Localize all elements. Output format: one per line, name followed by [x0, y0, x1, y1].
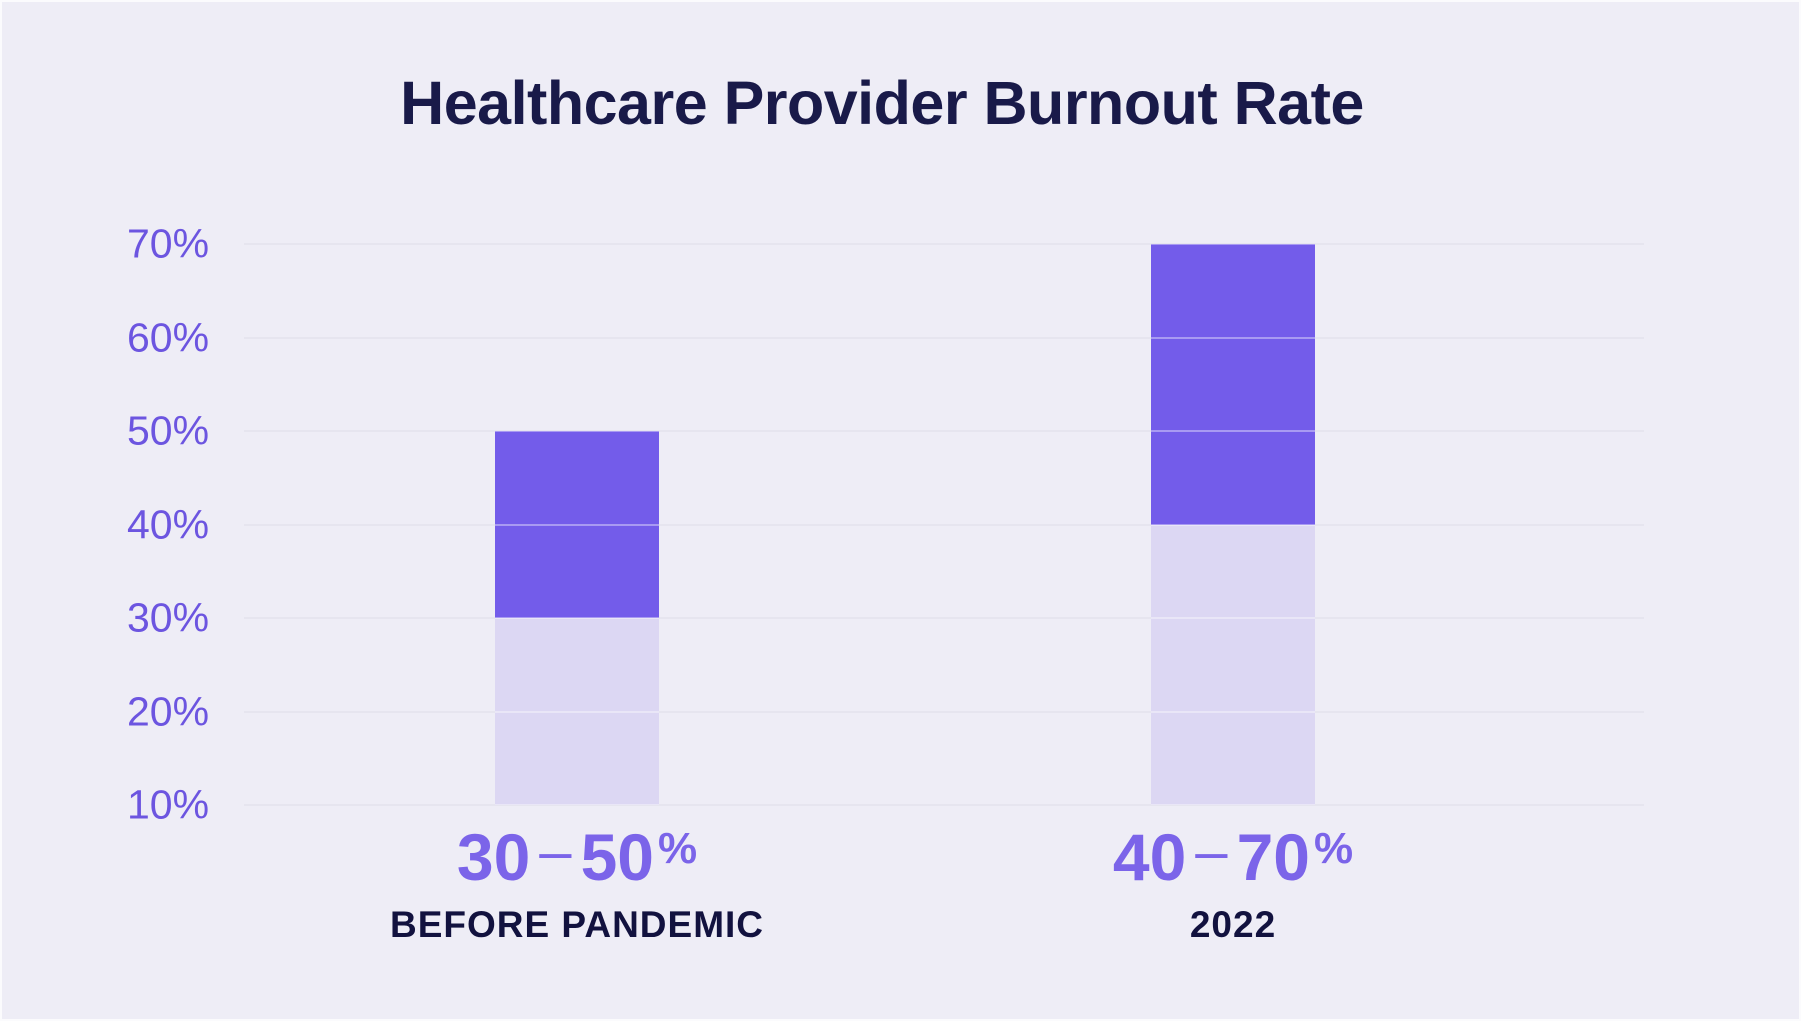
category-label: 2022 [1189, 904, 1277, 945]
gridlines-under-layer [244, 243, 1644, 806]
gridline-20 [244, 710, 1644, 713]
bar-before-pandemic [495, 244, 659, 805]
gridline-50 [244, 430, 1644, 432]
category-label: BEFORE PANDEMIC [389, 904, 765, 945]
plot-area [244, 243, 1644, 806]
bar-range-segment [495, 431, 659, 618]
gridline-50 [244, 430, 1644, 432]
gridline-70 [244, 243, 1644, 245]
y-axis-tick-70: 70% [127, 220, 210, 267]
gridlines-over-layer [244, 243, 1644, 806]
gridline-60 [244, 336, 1644, 339]
gridline-10 [244, 804, 1644, 806]
range-separator: – [1195, 819, 1228, 884]
chart-title: Healthcare Provider Burnout Rate [400, 69, 1364, 137]
y-axis-tick-60: 60% [127, 314, 210, 360]
percent-sign: % [1313, 824, 1354, 873]
range-from: 30 [456, 820, 531, 894]
range-to: 50 [580, 820, 654, 894]
gridline-30 [244, 617, 1644, 619]
label-2022: 40 – 70 % 2022 [1112, 819, 1354, 947]
range-to: 70 [1236, 820, 1310, 894]
y-axis-tick-30: 30% [127, 594, 210, 641]
range-from: 40 [1112, 820, 1187, 894]
gridline-70 [244, 243, 1644, 245]
gridline-10 [244, 804, 1644, 806]
y-axis-tick-50: 50% [127, 407, 210, 454]
bar-faded-segment [495, 618, 659, 805]
y-axis: 70% 60% 50% 40% 30% 20% 10% [127, 223, 227, 825]
bar-2022 [1151, 244, 1315, 805]
bar-faded-segment [1151, 524, 1315, 805]
label-before-pandemic: 30 – 50 % BEFORE PANDEMIC [389, 819, 765, 947]
percent-sign: % [657, 824, 698, 873]
gridline-30 [244, 617, 1644, 619]
y-axis-tick-20: 20% [127, 688, 210, 734]
bar-range-segment [1151, 244, 1315, 525]
gridline-40 [244, 523, 1644, 526]
range-separator: – [539, 819, 572, 884]
gridline-60 [244, 336, 1644, 339]
gridline-40 [244, 523, 1644, 526]
range-value-label: 30 – 50 % [390, 819, 764, 894]
y-axis-tick-10: 10% [127, 781, 210, 828]
y-axis-tick-40: 40% [127, 501, 210, 547]
gridline-20 [244, 710, 1644, 713]
range-value-label: 40 – 70 % [1112, 819, 1354, 894]
